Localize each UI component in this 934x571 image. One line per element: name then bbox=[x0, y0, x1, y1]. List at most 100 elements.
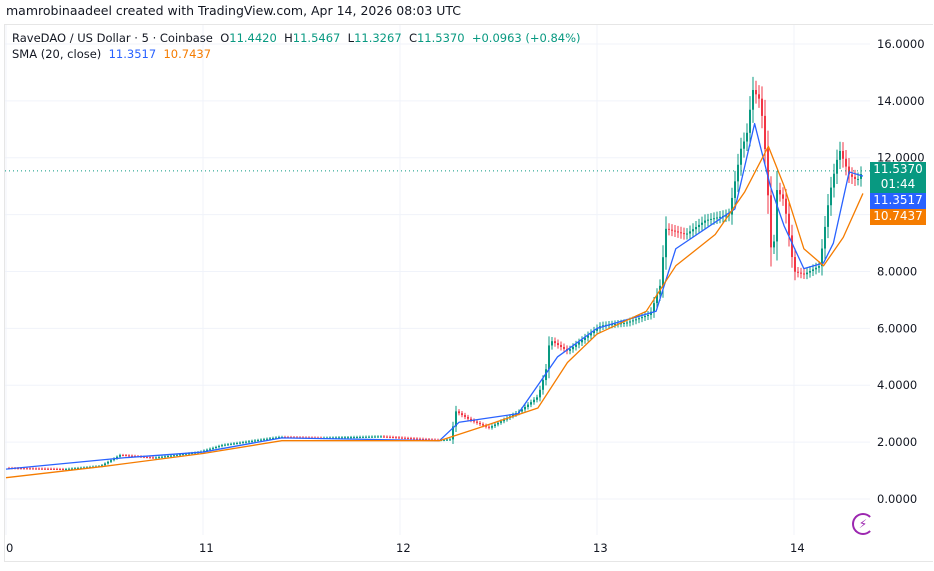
candle-body bbox=[446, 439, 448, 441]
candle-body bbox=[602, 325, 604, 327]
candle-body bbox=[398, 437, 400, 439]
candle-body bbox=[734, 181, 736, 198]
candle-body bbox=[746, 132, 748, 142]
change-value: +0.0963 (+0.84%) bbox=[471, 31, 581, 45]
candle-body bbox=[422, 438, 424, 440]
candle-body bbox=[539, 389, 541, 398]
candle-body bbox=[125, 455, 127, 457]
y-tick-label: 2.0000 bbox=[877, 435, 917, 449]
candle-body bbox=[110, 460, 112, 462]
candle-body bbox=[542, 380, 544, 390]
candle-body bbox=[80, 467, 82, 469]
candle-body bbox=[188, 453, 190, 455]
candle-body bbox=[176, 454, 178, 456]
candle-body bbox=[275, 437, 277, 439]
candle-body bbox=[854, 176, 856, 179]
candle-body bbox=[821, 248, 823, 267]
symbol-name[interactable]: RaveDAO / US Dollar · 5 · Coinbase bbox=[12, 31, 213, 45]
high-value: 11.5467 bbox=[292, 31, 341, 45]
chart-credit: mamrobinaadeel created with TradingView.… bbox=[6, 3, 462, 18]
y-tick-label: 4.0000 bbox=[877, 378, 917, 392]
candle-body bbox=[710, 218, 712, 220]
candle-body bbox=[572, 346, 574, 350]
candle-body bbox=[32, 468, 34, 470]
candle-body bbox=[68, 468, 70, 470]
sma-slow-value: 10.7437 bbox=[163, 47, 212, 61]
candle-body bbox=[149, 457, 151, 459]
open-label: O bbox=[220, 31, 230, 45]
candle-body bbox=[692, 229, 694, 232]
candle-body bbox=[452, 426, 454, 440]
candle-body bbox=[800, 272, 802, 274]
candle-body bbox=[716, 217, 718, 219]
y-tick-label: 14.0000 bbox=[877, 94, 925, 108]
candle-body bbox=[206, 449, 208, 451]
lightning-bolt-icon[interactable]: ⚡ bbox=[852, 513, 874, 535]
candle-body bbox=[533, 399, 535, 403]
candle-body bbox=[410, 438, 412, 440]
candle-body bbox=[620, 323, 622, 325]
candle-body bbox=[686, 233, 688, 235]
candle-body bbox=[209, 448, 211, 450]
high-label: H bbox=[284, 31, 293, 45]
candle-body bbox=[626, 322, 628, 324]
candle-body bbox=[737, 164, 739, 182]
candle-body bbox=[593, 330, 595, 334]
candle-body bbox=[401, 437, 403, 439]
candle-body bbox=[122, 455, 124, 457]
candle-body bbox=[677, 231, 679, 233]
candle-body bbox=[698, 224, 700, 228]
candle-body bbox=[797, 271, 799, 273]
candle-body bbox=[344, 437, 346, 439]
chart-frame bbox=[4, 24, 933, 562]
candle-body bbox=[269, 438, 271, 440]
candle-body bbox=[356, 436, 358, 438]
candle-body bbox=[527, 404, 529, 407]
candle-body bbox=[443, 439, 445, 441]
candle-body bbox=[74, 468, 76, 470]
candle-body bbox=[641, 317, 643, 319]
bar-countdown: 01:44 bbox=[880, 177, 916, 191]
candle-body bbox=[860, 174, 862, 179]
candle-body bbox=[380, 436, 382, 438]
candle-body bbox=[845, 158, 847, 167]
candle-body bbox=[647, 314, 649, 317]
candle-body bbox=[353, 437, 355, 439]
candle-body bbox=[44, 468, 46, 470]
candle-body bbox=[257, 440, 259, 442]
candle-body bbox=[23, 468, 25, 470]
candle-body bbox=[59, 468, 61, 470]
candle-body bbox=[584, 337, 586, 340]
candle-body bbox=[359, 436, 361, 438]
candle-body bbox=[491, 426, 493, 428]
candle-body bbox=[230, 443, 232, 445]
candle-body bbox=[479, 422, 481, 425]
candle-body bbox=[71, 468, 73, 470]
candle-body bbox=[248, 441, 250, 443]
sma-label[interactable]: SMA (20, close) bbox=[12, 47, 102, 61]
candle-body bbox=[278, 437, 280, 439]
last-price-tag: 11.5370 01:44 bbox=[870, 162, 926, 193]
candle-body bbox=[347, 437, 349, 439]
candle-body bbox=[350, 437, 352, 439]
candle-body bbox=[497, 422, 499, 425]
open-value: 11.4420 bbox=[229, 31, 277, 45]
candle-body bbox=[428, 439, 430, 441]
candle-body bbox=[767, 149, 769, 196]
candle-body bbox=[386, 436, 388, 438]
candle-body bbox=[167, 455, 169, 457]
candle-body bbox=[383, 436, 385, 438]
candle-body bbox=[335, 437, 337, 439]
candle-body bbox=[683, 233, 685, 235]
candle-body bbox=[116, 456, 118, 459]
candle-body bbox=[368, 436, 370, 438]
candle-body bbox=[806, 272, 808, 275]
candle-body bbox=[782, 194, 784, 199]
candle-body bbox=[836, 159, 838, 174]
candle-body bbox=[377, 436, 379, 438]
candle-body bbox=[674, 230, 676, 232]
candle-body bbox=[575, 344, 577, 347]
candle-body bbox=[623, 322, 625, 324]
candle-body bbox=[578, 342, 580, 345]
